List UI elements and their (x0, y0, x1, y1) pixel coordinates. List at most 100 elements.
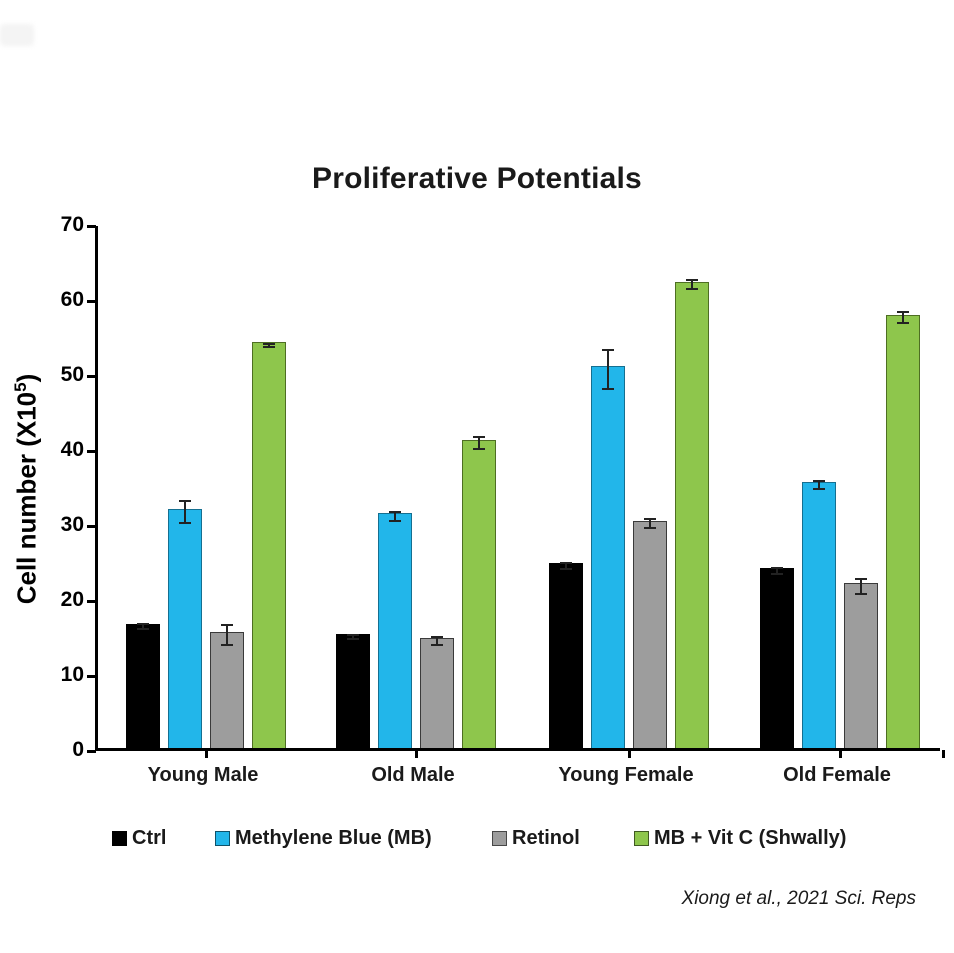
y-axis-tick-label: 70 (60, 213, 84, 236)
error-bar-cap (602, 348, 614, 351)
x-axis-tick (838, 750, 842, 758)
y-axis-tick (87, 524, 96, 528)
x-category-label-old-male: Old Male (371, 764, 455, 786)
error-bar-cap (221, 643, 233, 646)
y-axis-tick (87, 449, 96, 453)
y-axis-tick (87, 674, 96, 678)
error-bar-cap (855, 592, 867, 595)
error-bar-cap (473, 435, 485, 438)
bar-old-female-ctrl (760, 568, 794, 748)
bar-young-male-ctrl (126, 623, 160, 748)
x-category-label-young-female: Young Female (558, 764, 694, 786)
legend-label: Retinol (512, 827, 580, 849)
x-category-label-young-male: Young Male (147, 764, 259, 786)
error-bar-stem (565, 562, 567, 569)
bar-young-female-mb-vit-c-shwally (675, 281, 709, 748)
error-bar-cap (347, 638, 359, 641)
bar-young-male-mb-vit-c-shwally (252, 342, 286, 748)
y-axis-tick-label: 0 (72, 738, 84, 761)
error-bar-cap (897, 311, 909, 314)
legend-item-ctrl: Ctrl (112, 827, 166, 850)
x-axis-tick (204, 750, 208, 758)
error-bar-cap (897, 321, 909, 324)
error-bar-cap (813, 487, 825, 490)
error-bar-cap (602, 387, 614, 390)
error-bar-cap (431, 643, 443, 646)
bar-young-female-ctrl (549, 562, 583, 748)
bar-old-male-mb-vit-c-shwally (462, 439, 496, 748)
error-bar-stem (691, 280, 693, 289)
bar-old-female-mb-vit-c-shwally (886, 314, 920, 748)
y-axis-tick-label: 20 (60, 588, 84, 611)
error-bar-cap (771, 573, 783, 575)
y-axis-tick-label: 50 (60, 363, 84, 386)
legend-swatch-icon (112, 831, 127, 846)
error-bar-cap (686, 279, 698, 281)
error-bar-stem (776, 568, 778, 574)
legend-label: Methylene Blue (MB) (235, 827, 432, 849)
error-bar-cap (389, 510, 401, 513)
legend-label: MB + Vit C (Shwally) (654, 827, 847, 849)
bar-young-female-methylene-blue-mb (591, 366, 625, 748)
y-axis-tick-label: 10 (60, 663, 84, 686)
bar-old-female-methylene-blue-mb (802, 481, 836, 748)
error-bar-stem (268, 343, 270, 347)
error-bar-stem (902, 312, 904, 323)
y-axis-tick-label: 30 (60, 513, 84, 536)
error-bar-stem (226, 625, 228, 645)
y-axis-tick-label: 40 (60, 438, 84, 461)
error-bar-cap (644, 527, 656, 530)
x-axis-tick (414, 750, 418, 758)
bar-old-male-methylene-blue-mb (378, 513, 412, 748)
x-axis-tick (941, 750, 945, 758)
bar-old-male-ctrl (336, 634, 370, 748)
chart-title: Proliferative Potentials (312, 162, 642, 195)
error-bar-cap (644, 518, 656, 521)
legend-label: Ctrl (132, 827, 167, 849)
error-bar-cap (560, 561, 572, 564)
error-bar-cap (137, 623, 149, 626)
error-bar-cap (771, 567, 783, 569)
error-bar-cap (389, 519, 401, 522)
bar-young-female-retinol (633, 520, 667, 748)
error-bar-cap (263, 345, 275, 348)
y-axis-tick (87, 374, 96, 378)
error-bar-cap (221, 624, 233, 626)
bar-young-male-retinol (210, 631, 244, 748)
bar-young-male-methylene-blue-mb (168, 508, 202, 748)
legend-item-mb-vit-c-shwally: MB + Vit C (Shwally) (634, 827, 846, 850)
error-bar-cap (855, 577, 867, 580)
bar-old-male-retinol (420, 637, 454, 748)
error-bar-cap (263, 342, 275, 345)
error-bar-stem (649, 519, 651, 529)
bar-old-female-retinol (844, 583, 878, 748)
error-bar-stem (607, 349, 609, 389)
error-bar-cap (431, 636, 443, 638)
y-axis-title-text: Cell number (X10 (11, 391, 42, 605)
corner-artifact (0, 24, 34, 46)
y-axis-tick (87, 749, 96, 753)
error-bar-stem (436, 637, 438, 645)
error-bar-stem (478, 436, 480, 449)
error-bar-cap (686, 288, 698, 290)
error-bar-cap (347, 633, 359, 636)
error-bar-cap (137, 627, 149, 630)
y-axis-tick (87, 599, 96, 603)
legend-swatch-icon (492, 831, 507, 846)
legend-swatch-icon (634, 831, 649, 846)
y-axis-tick-label: 60 (60, 288, 84, 311)
error-bar-cap (179, 499, 191, 502)
y-axis-tick (87, 299, 96, 303)
error-bar-cap (179, 522, 191, 524)
error-bar-stem (352, 634, 354, 640)
error-bar-cap (813, 480, 825, 482)
error-bar-stem (142, 624, 144, 629)
error-bar-cap (560, 567, 572, 570)
error-bar-stem (184, 500, 186, 523)
legend-item-retinol: Retinol (492, 827, 580, 850)
x-axis-tick (627, 750, 631, 758)
error-bar-stem (394, 511, 396, 521)
error-bar-stem (860, 578, 862, 594)
attribution-text: Xiong et al., 2021 Sci. Reps (681, 888, 916, 909)
